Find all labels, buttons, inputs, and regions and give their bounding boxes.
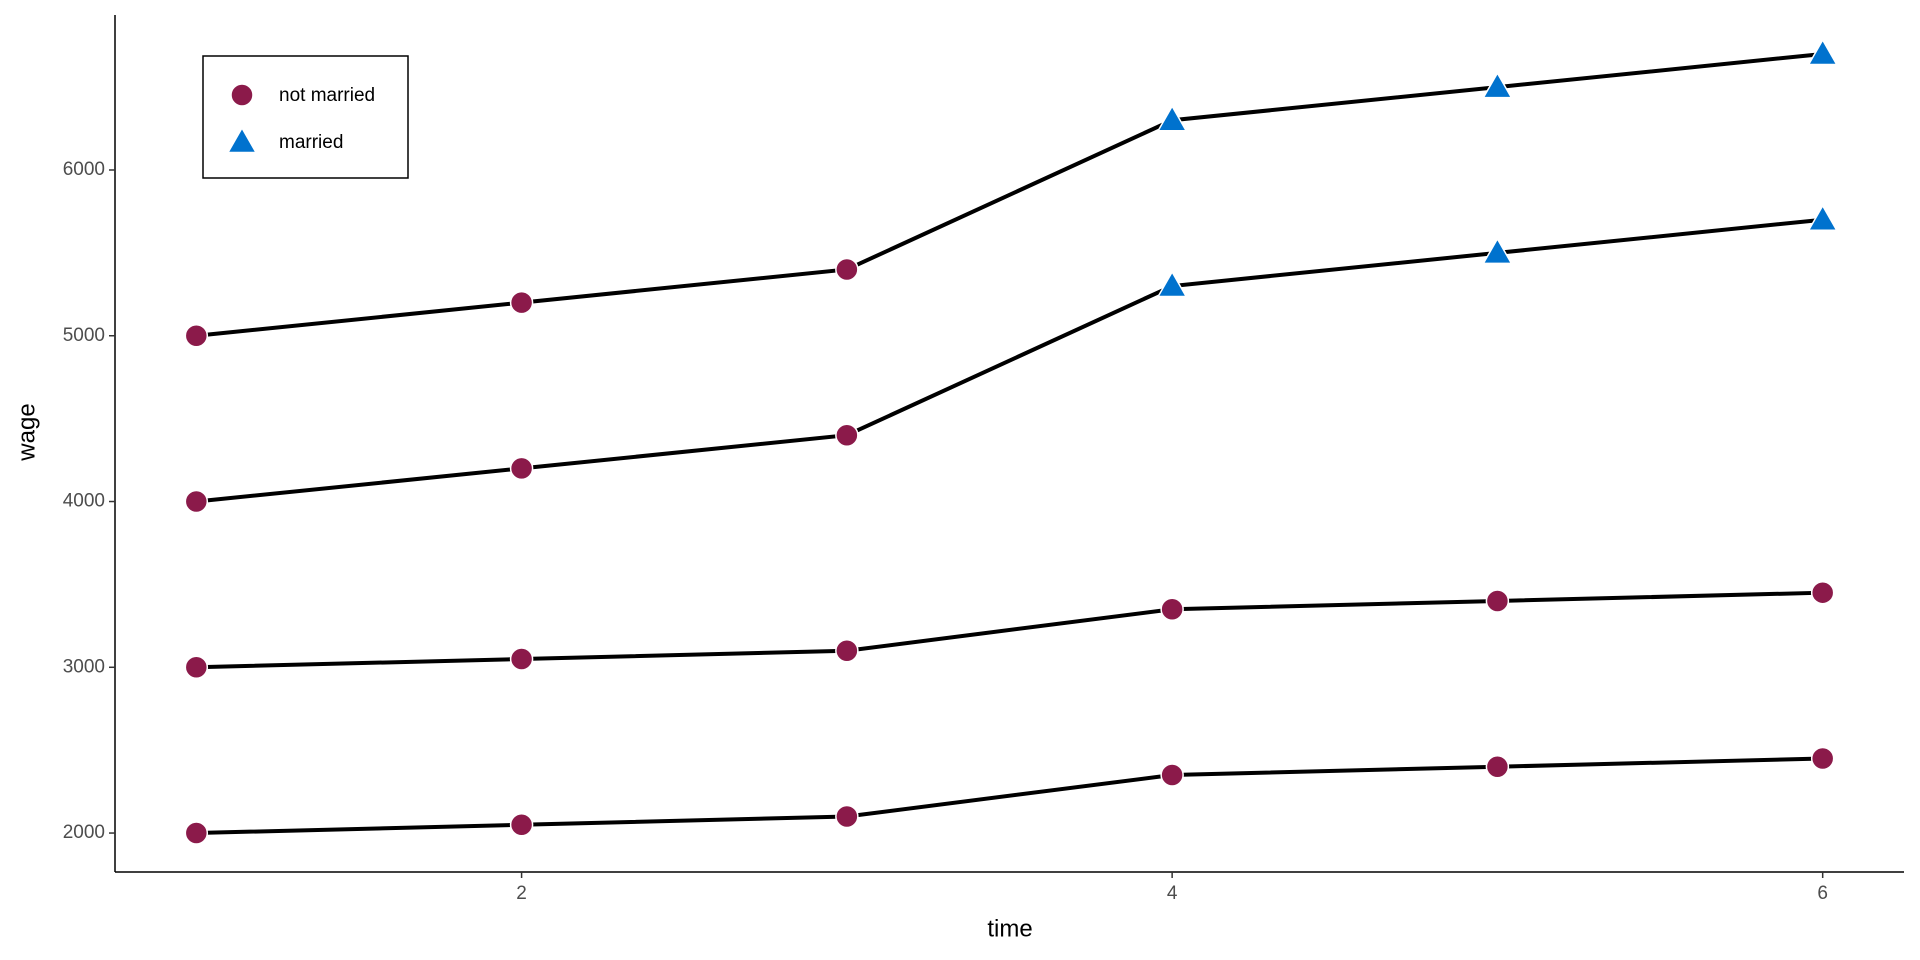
data-point: [835, 257, 859, 282]
y-tick-label: 3000: [63, 656, 105, 677]
x-tick-label: 2: [516, 883, 527, 904]
data-point: [1485, 589, 1510, 613]
data-point: [1482, 71, 1513, 99]
data-point: [184, 489, 209, 514]
x-axis-title: time: [987, 915, 1032, 942]
data-point: [835, 423, 859, 447]
data-point: [1807, 38, 1838, 66]
series-line: [196, 756, 1823, 836]
data-point: [1156, 104, 1188, 132]
y-tick-label: 6000: [63, 159, 105, 180]
data-point: [835, 804, 859, 829]
data-point: [509, 456, 534, 481]
data-point: [509, 290, 534, 315]
series-line: [196, 217, 1823, 504]
legend-marker: [226, 126, 258, 154]
data-point: [509, 647, 534, 671]
data-point: [184, 324, 209, 348]
data-point: [1160, 597, 1184, 622]
data-point: [1810, 580, 1835, 605]
x-tick-label: 4: [1167, 883, 1178, 904]
data-point: [1485, 754, 1510, 779]
data-point: [509, 813, 534, 837]
legend-label: not married: [279, 85, 375, 106]
legend-marker: [230, 83, 254, 107]
data-point: [184, 655, 209, 680]
y-tick-label: 5000: [63, 325, 105, 346]
data-point: [1482, 237, 1513, 265]
y-tick-label: 2000: [63, 822, 105, 843]
y-axis-title: wage: [13, 403, 40, 461]
data-point: [1156, 270, 1188, 298]
y-tick-label: 4000: [63, 491, 105, 512]
data-point: [835, 638, 859, 663]
data-point: [1160, 763, 1184, 787]
series-line: [196, 590, 1823, 670]
data-point: [1810, 746, 1835, 771]
series-line: [196, 51, 1823, 338]
data-point: [1807, 204, 1838, 231]
legend-label: married: [279, 132, 343, 153]
x-tick-label: 6: [1817, 883, 1828, 904]
legend-box: [202, 55, 409, 179]
data-point: [184, 821, 209, 845]
